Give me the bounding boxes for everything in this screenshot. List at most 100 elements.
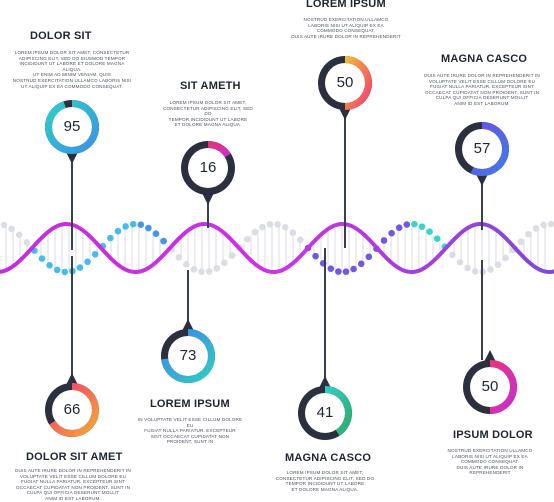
helix-dot	[91, 250, 99, 258]
marker-6: 73	[148, 316, 228, 396]
marker-2: 16	[168, 128, 248, 208]
body-line: NOSTRUD EXERCITATION ULLAMCO LABORIS NIS…	[12, 77, 132, 83]
body-line: IN VOLUPTATE VELIT ESSE CILLUM DOLORE EU	[137, 417, 243, 428]
body-line: DUIS AUTE IRURE DOLOR IN REPREHENDERIT	[456, 464, 524, 476]
donut-pin	[298, 376, 352, 440]
helix-dot	[213, 265, 221, 272]
text-lorem-ipsum-top: NOSTRUD EXERCITATION ULLAMCO LABORIS NISI…	[290, 17, 402, 39]
helix-dot	[525, 230, 532, 238]
body-line: ANIM ID EST LABORUM.	[45, 495, 101, 501]
body-line: FUGIAT NULLA PARIATUR. EXCEPTEUR SINT	[21, 479, 125, 485]
helix-dot	[342, 268, 350, 275]
connector-line-1	[71, 150, 73, 250]
helix-dot	[145, 224, 152, 232]
helix-dot	[547, 220, 554, 228]
helix-dot	[259, 223, 266, 231]
body-line: SINT OCCAECAT CUPIDATAT NON	[150, 433, 230, 439]
donut-value-arc	[325, 386, 352, 436]
helix-dot	[281, 224, 289, 231]
donut-pin	[161, 319, 215, 383]
body-line: FUGIAT NULLA PARIATUR. EXCEPTEUR SINT	[430, 84, 534, 90]
body-line: FUGIAT NULLA PARIATUR. EXCEPTEUR	[144, 428, 236, 434]
helix-dot	[494, 261, 502, 269]
helix-dot	[46, 261, 53, 269]
marker-1: 95	[32, 87, 112, 167]
body-line: VOLUPTATE VELIT ESSE CILLUM DOLORE EU	[19, 473, 127, 479]
helix-dot	[456, 258, 464, 266]
helix-dot	[395, 224, 403, 231]
connector-line-2	[207, 198, 209, 228]
helix-dot	[517, 238, 525, 246]
body-line: OCCAECAT CUPIDATAT NON PROIDENT, SUNT IN	[424, 89, 540, 95]
body-line: LOREM IPSUM DOLOR SIT AMET,	[286, 470, 364, 475]
helix-dot	[107, 234, 114, 242]
donut-center	[325, 63, 365, 103]
helix-dot	[426, 228, 433, 235]
text-lorem-ipsum-bottom: IN VOLUPTATE VELIT ESSE CILLUM DOLORE EU…	[134, 417, 246, 445]
marker-5: 66	[32, 370, 112, 450]
helix-dot	[160, 237, 167, 245]
helix-dot	[365, 253, 373, 261]
helix-dot	[114, 227, 122, 235]
body-line: UT ALIQUIP EX EA COMMODO CONSEQUAT.	[21, 83, 123, 89]
marker-value: 50	[481, 378, 499, 395]
body-line: CULPA QUI OFFICIA DESERUNT MOLLIT	[435, 95, 529, 101]
helix-dot	[137, 221, 145, 228]
helix-dot	[175, 254, 183, 261]
body-line: LOREM IPSUM DOLOR SIT AMET, CONSECTETUR	[14, 50, 130, 55]
donut-pin	[181, 141, 235, 205]
body-line: LOREM IPSUM DOLOR SIT AMET,	[169, 100, 247, 105]
marker-value: 57	[473, 140, 491, 157]
donut-center	[462, 129, 502, 169]
body-line: COMMODO CONSEQUAT.	[316, 28, 376, 34]
marker-4: 57	[442, 109, 522, 189]
marker-value: 73	[179, 347, 197, 364]
donut-center	[470, 367, 510, 407]
marker-value: 95	[63, 118, 81, 135]
helix-dot	[190, 266, 198, 273]
donut-center	[188, 148, 228, 188]
helix-dot	[502, 254, 509, 262]
body-line: VOLUPTATE VELIT ESSE CILLUM DOLORE EU	[428, 78, 536, 84]
helix-dot	[8, 225, 15, 233]
title-dolor-sit-amet: DOLOR SIT AMET	[26, 451, 123, 463]
helix-dot	[129, 220, 137, 228]
marker-value: 66	[63, 401, 81, 418]
connector-line-4	[481, 175, 483, 230]
donut-value-arc	[470, 122, 510, 176]
title-ipsum-dolor: IPSUM DOLOR	[453, 429, 533, 441]
body-line: ANIM ID EST LABORUM.	[454, 100, 510, 106]
marker-8: 50	[450, 347, 530, 427]
donut-center	[305, 393, 345, 433]
donut-pin	[463, 350, 517, 414]
body-line: UT ENIM AD MINIM VENIAM, QUIS	[32, 72, 112, 78]
body-line: PROIDENT, SUNT IN	[166, 439, 214, 445]
helix-dot	[471, 268, 479, 275]
marker-value: 16	[199, 159, 217, 176]
donut-center	[52, 107, 92, 147]
body-line: ET DOLORE MAGNA ALIQUA.	[291, 486, 359, 492]
body-line: CONSECTETUR ADIPISCING ELIT, SED DO	[275, 475, 375, 481]
helix-dot	[53, 266, 61, 274]
helix-dot	[23, 239, 31, 246]
text-magna-casco-top: DUIS AUTE IRURE DOLOR IN REPREHENDERIT I…	[424, 73, 540, 107]
donut-pin	[44, 100, 99, 164]
marker-3: 50	[305, 43, 385, 123]
helix-dot	[228, 252, 236, 259]
body-line: TEMPOR INCIDIDUNT UT LABORE	[168, 116, 248, 122]
donut-center	[52, 390, 92, 430]
body-line: DUIS AUTE IRURE DOLOR IN REPREHENDERIT I…	[15, 468, 131, 473]
body-line: NOSTRUD EXERCITATION ULLAMCO	[303, 17, 389, 22]
donut-pin	[318, 56, 372, 120]
helix-dot	[266, 221, 274, 228]
body-line: INCIDIDUNT UT LABORE ET DOLORE MAGNA ALI…	[19, 61, 125, 72]
helix-dot	[15, 231, 23, 239]
helix-dot	[411, 220, 418, 228]
helix-dot	[433, 235, 441, 242]
helix-dot	[380, 237, 388, 244]
body-line: ET DOLORE MAGNA ALIQUA.	[174, 122, 242, 128]
marker-value: 50	[336, 74, 354, 91]
body-line: LABORIS NISI UT ALIQUIP EX EA	[452, 453, 528, 459]
helix-strand	[0, 222, 554, 274]
helix-dot	[335, 268, 342, 275]
